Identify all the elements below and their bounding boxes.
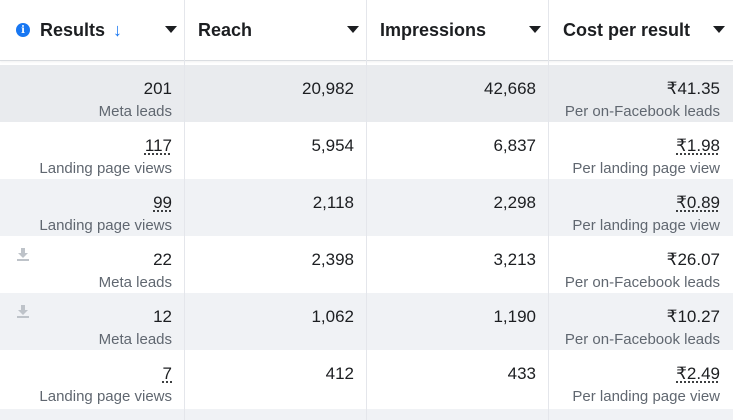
cost-cell: ₹41.35 Per on-Facebook leads: [549, 65, 733, 122]
cost-value[interactable]: ₹0.89: [676, 193, 720, 212]
column-header-cost-per-result[interactable]: Cost per result: [549, 0, 733, 60]
results-cell: 201 Meta leads: [0, 65, 185, 122]
reach-value: 2,118: [312, 193, 354, 212]
column-divider: [548, 0, 549, 420]
cost-type: Per on-Facebook leads: [564, 331, 720, 348]
cost-value[interactable]: ₹2.49: [676, 364, 720, 383]
cost-value[interactable]: ₹1.98: [676, 136, 720, 155]
column-label-cost-per-result: Cost per result: [563, 19, 691, 40]
impressions-value: 42,668: [484, 79, 536, 98]
results-value[interactable]: 7: [162, 364, 172, 383]
cost-type: Per landing page view: [572, 388, 720, 405]
result-type: Landing page views: [39, 388, 172, 405]
chevron-down-icon[interactable]: [713, 26, 725, 33]
cost-cell: ₹10.27 Per on-Facebook leads: [549, 293, 733, 350]
reach-cell: 20,982: [185, 65, 367, 122]
result-type: Meta leads: [98, 331, 172, 348]
cost-type: Per on-Facebook leads: [564, 274, 720, 291]
results-cell: 12 Meta leads: [0, 293, 185, 350]
cost-type: Per landing page view: [572, 217, 720, 234]
impressions-cell: 433: [367, 350, 549, 407]
cost-cell: ₹1.98 Per landing page view: [549, 122, 733, 179]
column-label-impressions: Impressions: [380, 19, 487, 40]
reach-value: 20,982: [302, 79, 354, 98]
result-type: Meta leads: [98, 274, 172, 291]
impressions-cell: 6,837: [367, 122, 549, 179]
column-label-results: Results: [40, 19, 106, 40]
results-cell: 7 Landing page views: [0, 350, 185, 407]
reach-value: 1,062: [311, 307, 354, 326]
cost-type: Per on-Facebook leads: [564, 103, 720, 120]
info-icon[interactable]: i: [16, 23, 30, 37]
impressions-cell: 2,298: [367, 179, 549, 236]
reach-value: 2,398: [311, 250, 354, 269]
chevron-down-icon[interactable]: [529, 26, 541, 33]
reach-cell: 412: [185, 350, 367, 407]
result-type: Landing page views: [39, 217, 172, 234]
cost-value: ₹10.27: [666, 307, 720, 326]
impressions-cell: 1,190: [367, 293, 549, 350]
download-icon[interactable]: [16, 304, 30, 318]
results-cell: 117 Landing page views: [0, 122, 185, 179]
column-label-reach: Reach: [198, 19, 253, 40]
column-header-reach[interactable]: Reach: [185, 0, 367, 60]
cost-cell: ₹0.89 Per landing page view: [549, 179, 733, 236]
impressions-cell: 42,668: [367, 65, 549, 122]
results-value[interactable]: 99: [153, 193, 172, 212]
results-value[interactable]: 117: [144, 136, 172, 155]
results-cell: 22 Meta leads: [0, 236, 185, 293]
sort-descending-icon[interactable]: ↓: [113, 19, 123, 40]
table-row[interactable]: 22 Meta leads 2,398 3,213 ₹26.07 Per on-…: [0, 236, 733, 293]
impressions-value: 1,190: [493, 307, 536, 326]
impressions-value: 3,213: [493, 250, 536, 269]
cost-cell: ₹26.07 Per on-Facebook leads: [549, 236, 733, 293]
column-divider: [366, 0, 367, 420]
cost-value: ₹41.35: [666, 79, 720, 98]
download-icon[interactable]: [16, 247, 30, 261]
chevron-down-icon[interactable]: [347, 26, 359, 33]
result-type: Landing page views: [39, 160, 172, 177]
impressions-value: 6,837: [493, 136, 536, 155]
results-cell: 99 Landing page views: [0, 179, 185, 236]
reach-cell: 2,398: [185, 236, 367, 293]
impressions-cell: 3,213: [367, 236, 549, 293]
reach-cell: 1,062: [185, 293, 367, 350]
impressions-value: 433: [507, 364, 536, 383]
table-row[interactable]: 117 Landing page views 5,954 6,837 ₹1.98…: [0, 122, 733, 179]
chevron-down-icon[interactable]: [165, 26, 177, 33]
cost-cell: ₹2.49 Per landing page view: [549, 350, 733, 407]
reach-cell: 5,954: [185, 122, 367, 179]
reach-value: 412: [325, 364, 354, 383]
table-row[interactable]: 7 Landing page views 412 433 ₹2.49 Per l…: [0, 350, 733, 407]
results-value: 12: [153, 307, 172, 326]
reach-cell: 2,118: [185, 179, 367, 236]
results-value: 201: [143, 79, 172, 98]
results-value: 22: [153, 250, 172, 269]
impressions-value: 2,298: [493, 193, 536, 212]
column-header-results[interactable]: i Results ↓: [0, 0, 185, 60]
cost-type: Per landing page view: [572, 160, 720, 177]
result-type: Meta leads: [98, 103, 172, 120]
column-divider: [184, 0, 185, 420]
reach-value: 5,954: [311, 136, 354, 155]
cost-value: ₹26.07: [666, 250, 720, 269]
column-header-impressions[interactable]: Impressions: [367, 0, 549, 60]
